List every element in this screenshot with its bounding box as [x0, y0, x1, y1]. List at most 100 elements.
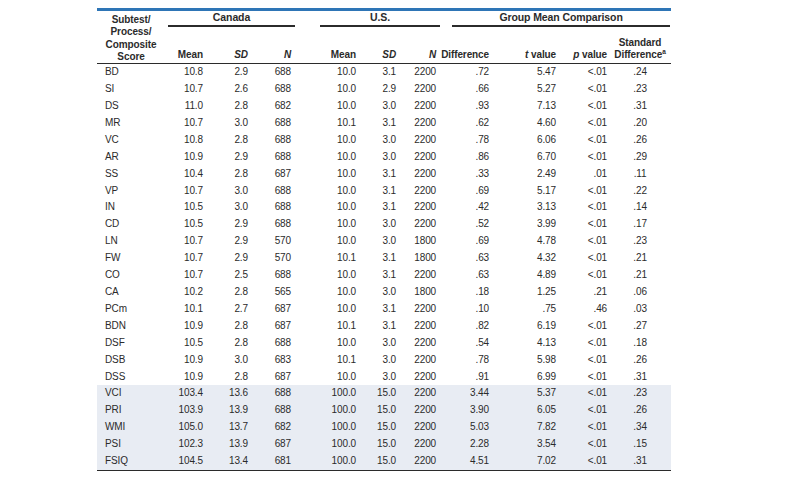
cell-std_diff: .18: [611, 335, 671, 352]
section-header-row: Subtest/ Process/ Composite Score Canada…: [97, 11, 671, 28]
cell-c_mean: 10.9: [165, 318, 207, 335]
cell-c_sd: 2.8: [207, 98, 252, 115]
table-row: DS11.02.868210.03.02200.937.13<.01.31: [97, 98, 671, 115]
cell-label: BD: [97, 64, 165, 81]
cell-p: <.01: [560, 419, 611, 436]
cell-c_mean: 10.7: [165, 233, 207, 250]
cell-std_diff: .23: [611, 81, 671, 98]
cell-u_mean: 100.0: [295, 453, 360, 470]
cell-t: 3.99: [493, 216, 560, 233]
table-row: IN10.53.068810.03.12200.423.13<.01.14: [97, 199, 671, 216]
cell-std_diff: .15: [611, 436, 671, 453]
cell-c_n: 688: [252, 267, 295, 284]
cell-std_diff: .11: [611, 166, 671, 183]
cell-u_n: 2200: [400, 81, 440, 98]
cell-c_mean: 10.5: [165, 216, 207, 233]
cell-p: .21: [560, 284, 611, 301]
cell-u_mean: 10.0: [295, 166, 360, 183]
cell-diff: .18: [440, 284, 493, 301]
cell-diff: .33: [440, 166, 493, 183]
cell-std_diff: .27: [611, 318, 671, 335]
cell-c_sd: 2.9: [207, 216, 252, 233]
cell-c_sd: 2.8: [207, 318, 252, 335]
cell-c_mean: 10.8: [165, 64, 207, 81]
cell-label: VP: [97, 183, 165, 200]
cell-u_n: 1800: [400, 250, 440, 267]
cell-t: .75: [493, 301, 560, 318]
cell-u_sd: 15.0: [360, 436, 400, 453]
cell-u_mean: 10.0: [295, 183, 360, 200]
cell-std_diff: .06: [611, 284, 671, 301]
cell-label: CD: [97, 216, 165, 233]
cell-diff: .69: [440, 183, 493, 200]
cell-c_n: 687: [252, 301, 295, 318]
cell-label: PSI: [97, 436, 165, 453]
cell-t: 6.70: [493, 149, 560, 166]
table-row: PRI103.913.9688100.015.022003.906.05<.01…: [97, 402, 671, 419]
cell-u_mean: 10.1: [295, 250, 360, 267]
section-us: U.S.: [295, 11, 440, 28]
table-row: CD10.52.968810.03.02200.523.99<.01.17: [97, 216, 671, 233]
cell-std_diff: .23: [611, 233, 671, 250]
cell-u_sd: 3.1: [360, 301, 400, 318]
cell-c_sd: 13.9: [207, 402, 252, 419]
cell-diff: .66: [440, 81, 493, 98]
cell-u_sd: 3.1: [360, 115, 400, 132]
cell-label: DSS: [97, 369, 165, 386]
t-value-word: value: [528, 49, 556, 60]
table-row: AR10.92.968810.03.02200.866.70<.01.29: [97, 149, 671, 166]
cell-c_sd: 2.9: [207, 233, 252, 250]
cell-u_n: 2200: [400, 419, 440, 436]
cell-p: <.01: [560, 436, 611, 453]
cell-c_mean: 10.9: [165, 352, 207, 369]
cell-t: 4.13: [493, 335, 560, 352]
cell-u_sd: 15.0: [360, 402, 400, 419]
cell-c_mean: 10.5: [165, 199, 207, 216]
cell-u_sd: 15.0: [360, 419, 400, 436]
cell-c_sd: 13.4: [207, 453, 252, 470]
cell-t: 7.82: [493, 419, 560, 436]
cell-label: VCI: [97, 385, 165, 402]
cell-u_n: 2200: [400, 98, 440, 115]
cell-c_n: 687: [252, 166, 295, 183]
cell-c_n: 688: [252, 132, 295, 149]
cell-std_diff: .22: [611, 183, 671, 200]
cell-label: BDN: [97, 318, 165, 335]
cell-diff: 3.44: [440, 385, 493, 402]
cell-std_diff: .31: [611, 453, 671, 470]
cell-p: .46: [560, 301, 611, 318]
cell-diff: .52: [440, 216, 493, 233]
cell-c_n: 687: [252, 436, 295, 453]
cell-label: LN: [97, 233, 165, 250]
cell-u_mean: 10.0: [295, 149, 360, 166]
cell-p: <.01: [560, 183, 611, 200]
cell-c_mean: 10.9: [165, 149, 207, 166]
cell-t: 4.32: [493, 250, 560, 267]
cell-c_mean: 10.5: [165, 335, 207, 352]
cell-std_diff: .14: [611, 199, 671, 216]
cell-u_sd: 3.0: [360, 233, 400, 250]
cell-u_sd: 3.0: [360, 335, 400, 352]
cell-c_n: 688: [252, 335, 295, 352]
cell-diff: .91: [440, 369, 493, 386]
cell-label: IN: [97, 199, 165, 216]
cell-label: DS: [97, 98, 165, 115]
cell-u_mean: 10.1: [295, 115, 360, 132]
cell-diff: .93: [440, 98, 493, 115]
section-canada: Canada: [165, 11, 295, 28]
cell-label: FSIQ: [97, 453, 165, 470]
cell-u_sd: 2.9: [360, 81, 400, 98]
table-row: DSB10.93.068310.13.02200.785.98<.01.26: [97, 352, 671, 369]
cell-p: <.01: [560, 335, 611, 352]
cell-label: PCm: [97, 301, 165, 318]
cell-t: 5.98: [493, 352, 560, 369]
cell-c_n: 687: [252, 369, 295, 386]
table-row: FSIQ104.513.4681100.015.022004.517.02<.0…: [97, 453, 671, 470]
cell-c_sd: 2.7: [207, 301, 252, 318]
cell-u_n: 2200: [400, 149, 440, 166]
cell-u_sd: 3.1: [360, 267, 400, 284]
cell-u_n: 2200: [400, 369, 440, 386]
table-row: FW10.72.957010.13.11800.634.32<.01.21: [97, 250, 671, 267]
col-p-value: p value: [560, 28, 611, 64]
cell-u_sd: 3.1: [360, 318, 400, 335]
